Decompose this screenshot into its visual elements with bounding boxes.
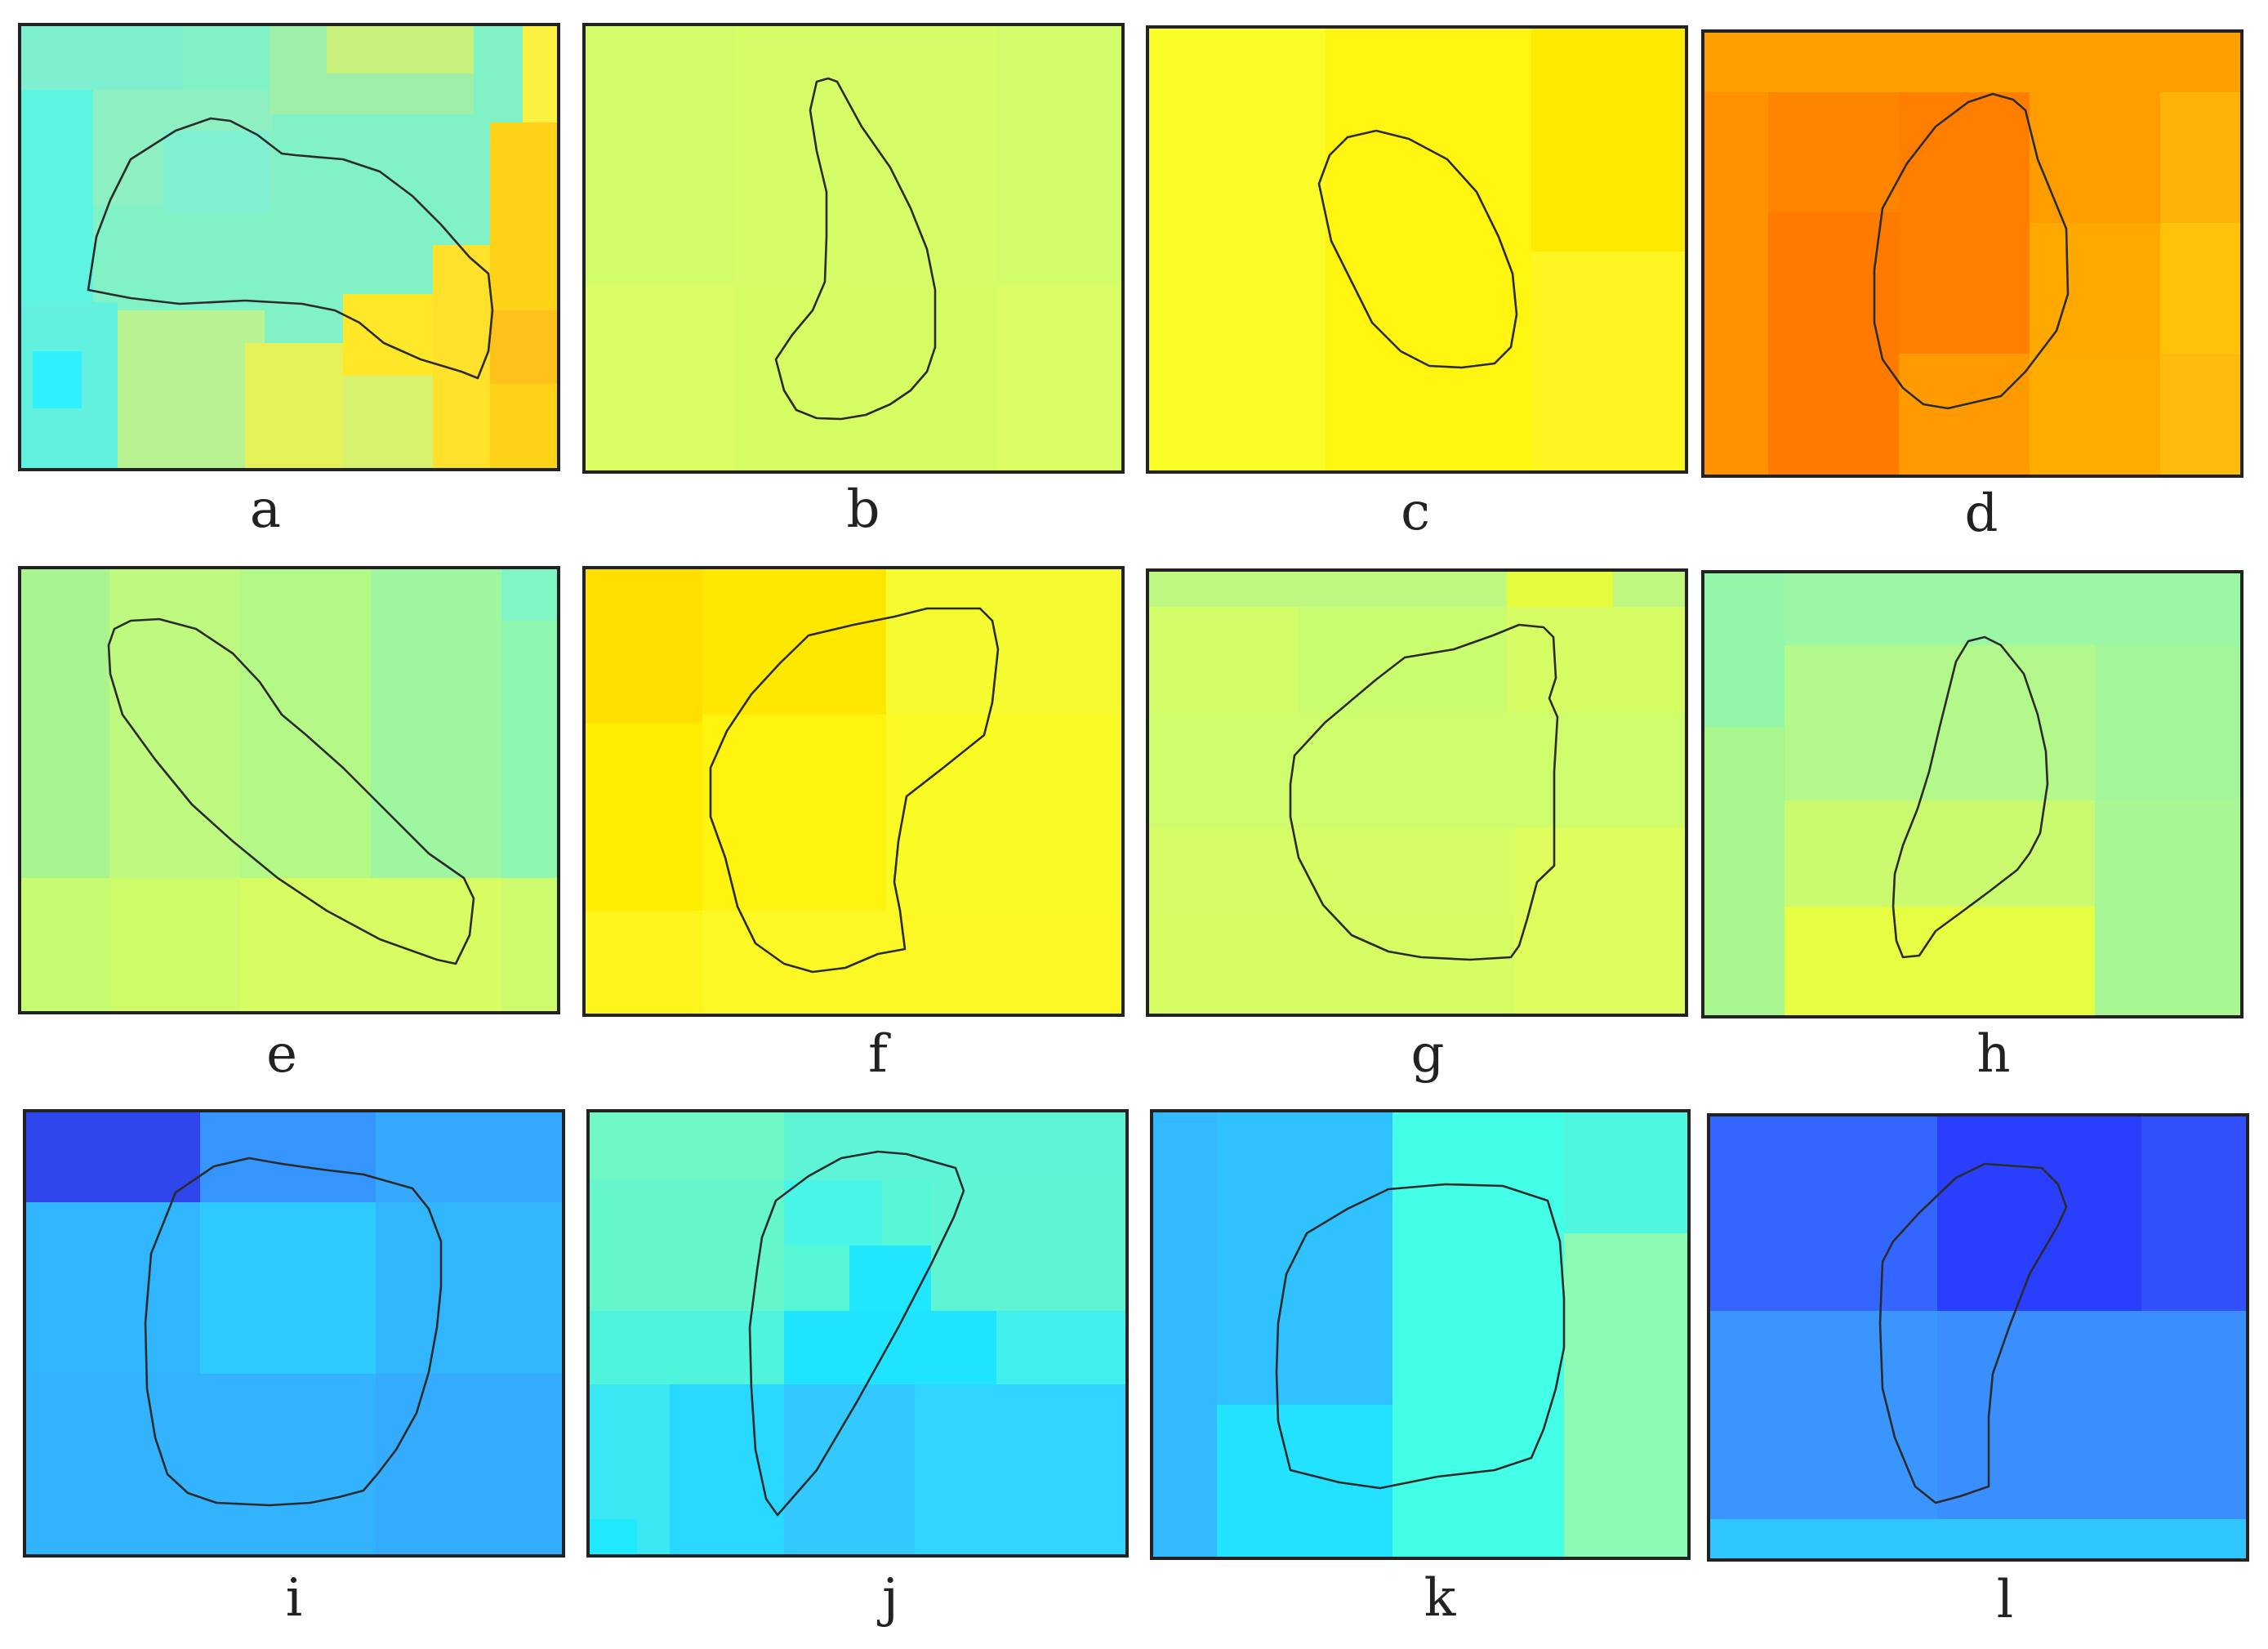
panel-e: e bbox=[18, 566, 560, 1085]
panel-frame bbox=[582, 566, 1125, 1017]
panel-frame bbox=[582, 23, 1125, 474]
panel-frame bbox=[18, 23, 560, 471]
panel-label: l bbox=[1997, 1570, 2013, 1630]
panel-l: l bbox=[1707, 1113, 2249, 1630]
panel-h: h bbox=[1701, 570, 2243, 1085]
panel-frame bbox=[23, 1109, 565, 1558]
panel-label: d bbox=[1965, 484, 1998, 544]
region-outline bbox=[1289, 623, 1559, 961]
panel-i: i bbox=[23, 1109, 565, 1629]
panel-frame bbox=[1146, 25, 1688, 474]
panel-label: h bbox=[1976, 1024, 2010, 1085]
region-outline bbox=[1317, 129, 1518, 369]
panel-label: f bbox=[868, 1024, 891, 1085]
panel-label: k bbox=[1424, 1568, 1457, 1629]
panel-c: c bbox=[1146, 25, 1688, 542]
panel-b: b bbox=[582, 23, 1125, 540]
panel-label: a bbox=[250, 479, 281, 540]
region-outline bbox=[1878, 1162, 2068, 1504]
panel-frame bbox=[18, 566, 560, 1014]
panel-k: k bbox=[1150, 1109, 1691, 1629]
region-outline bbox=[709, 607, 1000, 974]
panel-frame bbox=[586, 1109, 1129, 1558]
panel-frame bbox=[1707, 1113, 2249, 1562]
panel-frame bbox=[1146, 568, 1688, 1017]
region-outline bbox=[1891, 635, 2049, 959]
panel-frame bbox=[1701, 570, 2243, 1018]
region-outline bbox=[1873, 92, 2070, 410]
panel-label: i bbox=[286, 1568, 302, 1629]
panel-a: a bbox=[18, 23, 560, 540]
panel-frame bbox=[1701, 29, 2243, 478]
region-outline bbox=[748, 1150, 965, 1517]
panel-g: g bbox=[1146, 568, 1688, 1085]
region-outline bbox=[144, 1157, 443, 1507]
panel-label: j bbox=[876, 1568, 898, 1629]
panel-label: c bbox=[1401, 482, 1430, 542]
region-outline bbox=[1275, 1183, 1566, 1490]
region-outline bbox=[774, 77, 937, 421]
panel-j: j bbox=[586, 1109, 1129, 1629]
panel-label: g bbox=[1411, 1024, 1445, 1085]
panel-label: b bbox=[847, 479, 880, 540]
panel-f: f bbox=[582, 566, 1125, 1085]
panel-label: e bbox=[266, 1024, 297, 1085]
panel-frame bbox=[1150, 1109, 1691, 1560]
panel-d: d bbox=[1701, 29, 2243, 544]
region-outline bbox=[107, 617, 475, 965]
region-outline bbox=[87, 117, 494, 380]
